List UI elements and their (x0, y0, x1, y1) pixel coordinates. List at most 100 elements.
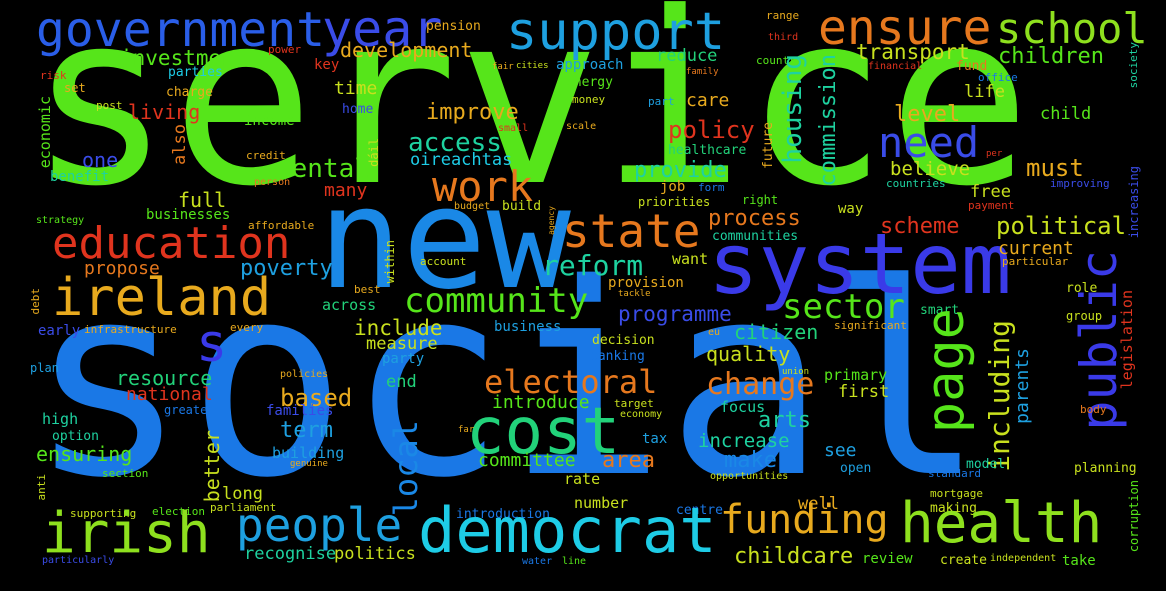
word-oireachtas: oireachtas (410, 150, 513, 170)
word-fund: fund (956, 59, 988, 74)
word-society: society (1127, 42, 1140, 89)
word-plan: plan (30, 361, 59, 375)
word-budget: budget (454, 201, 491, 212)
word-every: every (230, 321, 264, 334)
word-electoral: electoral (484, 363, 658, 401)
word-far: far (458, 425, 475, 435)
word-measure: measure (366, 334, 438, 354)
word-fair: fair (492, 62, 514, 72)
word-country: country (756, 54, 803, 67)
word-cost: cost (466, 395, 621, 469)
word-financial: financial (868, 61, 923, 72)
word-sector: sector (782, 287, 905, 327)
word-long: long (222, 484, 263, 504)
word-committee: committee (478, 450, 576, 471)
word-election: election (152, 505, 205, 518)
word-ensure: ensure (818, 0, 992, 56)
word-s: s (196, 314, 228, 374)
word-improve: improve (426, 100, 519, 125)
word-set: set (64, 81, 86, 95)
word-policy: policy (668, 116, 755, 144)
word-money: money (572, 93, 606, 106)
word-independent: independent (990, 553, 1057, 564)
word-credit: credit (246, 149, 286, 162)
word-post: post (96, 99, 123, 112)
word-body: body (1080, 403, 1107, 416)
word-housing: housing (778, 54, 808, 164)
word-section: section (102, 467, 149, 480)
word-particular: particular (1002, 255, 1069, 268)
word-pension: pension (426, 19, 481, 34)
word-transport: transport (856, 40, 970, 64)
word-centre: centre (676, 503, 723, 518)
word-create: create (940, 553, 987, 568)
word-service: service (28, 0, 1032, 239)
word-supporting: supporting (70, 507, 137, 520)
word-job: job (660, 179, 686, 195)
word-person: person (254, 177, 291, 188)
word-number: number (574, 494, 629, 512)
word-reduce: reduce (656, 46, 718, 66)
word-improving: improving (1050, 177, 1110, 190)
word-care: care (686, 90, 730, 111)
word-open: open (840, 461, 872, 476)
word-healthcare: healthcare (668, 143, 747, 158)
word-recognise: recognise (244, 544, 337, 564)
word-family: family (686, 67, 719, 77)
word-mental: mental (276, 154, 370, 184)
word-target: target (614, 397, 654, 410)
word-need: need (878, 118, 980, 167)
word-system: system (708, 215, 1012, 313)
word-funding: funding (720, 497, 889, 543)
word-parties: parties (168, 65, 223, 80)
word-genuine: genuine (290, 459, 328, 469)
word-provision: provision (608, 275, 684, 291)
word-infrastructure: infrastructure (84, 323, 177, 336)
word-living: living (128, 100, 201, 124)
word-increase: increase (698, 430, 790, 452)
word-national: national (126, 384, 213, 405)
word-approach: approach (556, 57, 624, 73)
word-greater: greater (164, 403, 215, 417)
word-countries: countries (886, 177, 946, 190)
word-believe: believe (890, 158, 971, 180)
word-across: across (322, 296, 377, 314)
word-families: families (266, 403, 334, 419)
word-policies: policies (280, 369, 329, 380)
word-new: new (318, 158, 571, 321)
word-take: take (1062, 553, 1096, 569)
word-school: school (996, 4, 1148, 53)
word-option: option (52, 429, 99, 444)
word-economy: economy (620, 409, 663, 420)
word-introduce: introduce (492, 392, 590, 413)
word-social: social (28, 228, 986, 536)
word-decision: decision (592, 333, 655, 348)
word-must: must (1026, 154, 1084, 182)
word-democrat: democrat (418, 494, 717, 567)
word-best: best (354, 283, 381, 296)
word-charge: charge (166, 85, 213, 100)
word-education: education (52, 218, 291, 269)
word-communities: communities (712, 229, 799, 244)
word-standard: standard (928, 467, 981, 480)
word-future: future (761, 122, 776, 169)
word-group: group (1066, 309, 1103, 323)
word-cities: cities (516, 61, 549, 71)
word-tackle: tackle (618, 289, 651, 299)
word-power: power (268, 43, 302, 56)
word-end: end (386, 372, 417, 392)
word-water: water (522, 556, 553, 567)
word-form: form (698, 181, 725, 194)
word-free: free (970, 182, 1011, 202)
word-access: access (408, 128, 502, 158)
word-energy: energy (566, 75, 613, 90)
word-banking: banking (590, 349, 645, 364)
word-priorities: priorities (638, 195, 711, 209)
word-resource: resource (116, 366, 213, 390)
word-agency: agency (547, 206, 556, 235)
word-ireland: ireland (52, 268, 272, 328)
word-life: life (964, 82, 1005, 102)
word-early: early (38, 323, 81, 339)
word-area: area (602, 448, 655, 473)
